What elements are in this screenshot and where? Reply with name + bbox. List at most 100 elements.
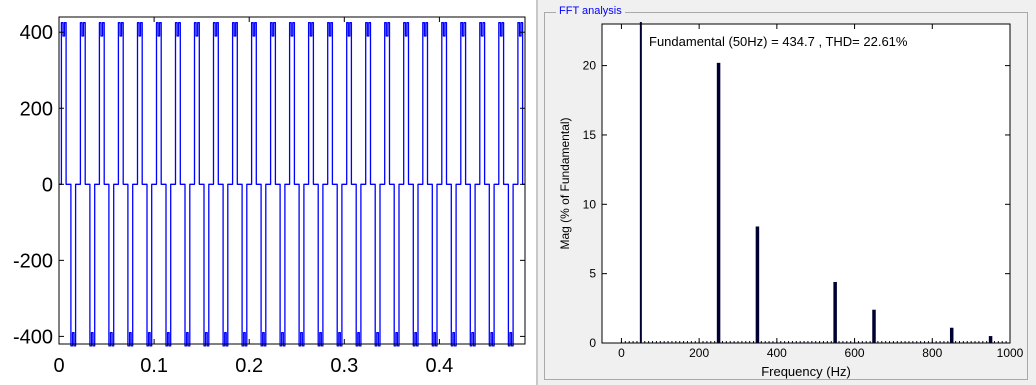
fft-noise-mark [1005,341,1007,343]
waveform-axes-box [58,16,526,345]
fft-panel: FFT analysis Fundamental (50Hz) = 434.7 … [538,0,1036,385]
fft-bar [755,226,760,343]
fft-noise-mark [671,341,673,343]
fft-noise-mark [706,341,708,343]
fft-noise-mark [780,341,782,343]
fft-noise-mark [632,341,634,343]
fft-noise-mark [986,341,988,343]
fft-noise-mark [729,341,731,343]
fft-noise-mark [993,341,995,343]
fft-y-tick-label: 5 [589,267,596,281]
waveform-y-tick-label: -200 [13,250,53,272]
fft-noise-mark [877,341,879,343]
fft-noise-mark [861,341,863,343]
fft-noise-mark [900,341,902,343]
fft-noise-mark [943,341,945,343]
fft-noise-mark [1001,341,1003,343]
waveform-x-tick-label: 0.2 [235,355,263,377]
fft-noise-mark [803,341,805,343]
fft-noise-mark [939,341,941,343]
fft-noise-mark [982,341,984,343]
fft-axes-box [601,23,1011,344]
fft-x-tick-label: 600 [845,346,865,360]
fft-y-axis-label: Mag (% of Fundamental) [558,117,572,249]
fft-noise-mark [753,341,755,343]
fft-noise-mark [826,341,828,343]
fft-noise-mark [768,341,770,343]
fft-noise-mark [652,341,654,343]
fft-x-tick-label: 0 [618,346,625,360]
fft-noise-mark [795,341,797,343]
fft-noise-mark [624,341,626,343]
fft-noise-mark [725,341,727,343]
fft-noise-mark [881,341,883,343]
fft-noise-mark [822,341,824,343]
fft-noise-mark [912,341,914,343]
fft-x-tick-label: 800 [922,346,942,360]
fft-bar [949,327,954,343]
fft-noise-mark [710,341,712,343]
fft-noise-mark [908,341,910,343]
waveform-x-tick-label: 0.1 [140,355,168,377]
fft-noise-mark [970,341,972,343]
panel-divider [536,0,538,385]
fft-noise-mark [788,341,790,343]
fft-noise-mark [889,341,891,343]
waveform-y-tick-label: 200 [20,98,53,120]
fft-analysis-title: FFT analysis [556,4,625,18]
fft-noise-mark [811,341,813,343]
fft-noise-mark [667,341,669,343]
fft-x-tick-label: 200 [689,346,709,360]
fft-noise-mark [772,341,774,343]
fft-noise-mark [784,341,786,343]
fft-noise-mark [865,341,867,343]
fft-noise-mark [694,341,696,343]
waveform-x-tick-label: 0.4 [426,355,454,377]
fft-noise-mark [846,341,848,343]
fft-noise-mark [675,341,677,343]
fft-noise-mark [927,341,929,343]
waveform-panel: 400 200 0 -200 -400 0 0.1 0.2 0.3 0.4 [12,16,526,377]
fft-noise-mark [702,341,704,343]
fft-noise-mark [869,341,871,343]
fft-noise-mark [904,341,906,343]
fft-y-tick-label: 20 [583,59,597,73]
fft-y-tick-label: 0 [589,336,596,350]
waveform-series-line [59,22,525,347]
fft-noise-mark [663,341,665,343]
fft-noise-mark [947,341,949,343]
fft-noise-mark [830,341,832,343]
fft-noise-mark [935,341,937,343]
fft-axes-background [602,24,1010,343]
fft-noise-mark [733,341,735,343]
fft-chart: Fundamental (50Hz) = 434.7 , THD= 22.61%… [558,22,1024,379]
fft-noise-mark [997,341,999,343]
fft-noise-mark [815,341,817,343]
fft-noise-mark [838,341,840,343]
fft-analysis-group [544,12,1028,380]
fft-annotation: Fundamental (50Hz) = 434.7 , THD= 22.61% [649,34,908,49]
fft-bar [716,62,721,344]
fft-noise-mark [962,341,964,343]
fft-noise-mark [764,341,766,343]
fft-noise-mark [955,341,957,343]
fft-noise-mark [892,341,894,343]
fft-x-tick-label: 400 [767,346,787,360]
fft-y-tick-label: 10 [583,197,597,211]
waveform-y-tick-label: 400 [20,22,53,44]
fft-noise-mark [737,341,739,343]
fft-noise-mark [760,341,762,343]
waveform-x-tick-label: 0.3 [330,355,358,377]
fft-noise-mark [850,341,852,343]
fft-noise-mark [648,341,650,343]
waveform-y-tick-label: -400 [13,326,53,348]
fft-noise-mark [745,341,747,343]
fft-noise-mark [791,341,793,343]
fft-noise-mark [644,341,646,343]
fft-noise-mark [686,341,688,343]
fft-noise-mark [655,341,657,343]
fft-noise-mark [741,341,743,343]
fft-x-axis-label: Frequency (Hz) [761,364,851,379]
fft-bar [988,336,993,343]
